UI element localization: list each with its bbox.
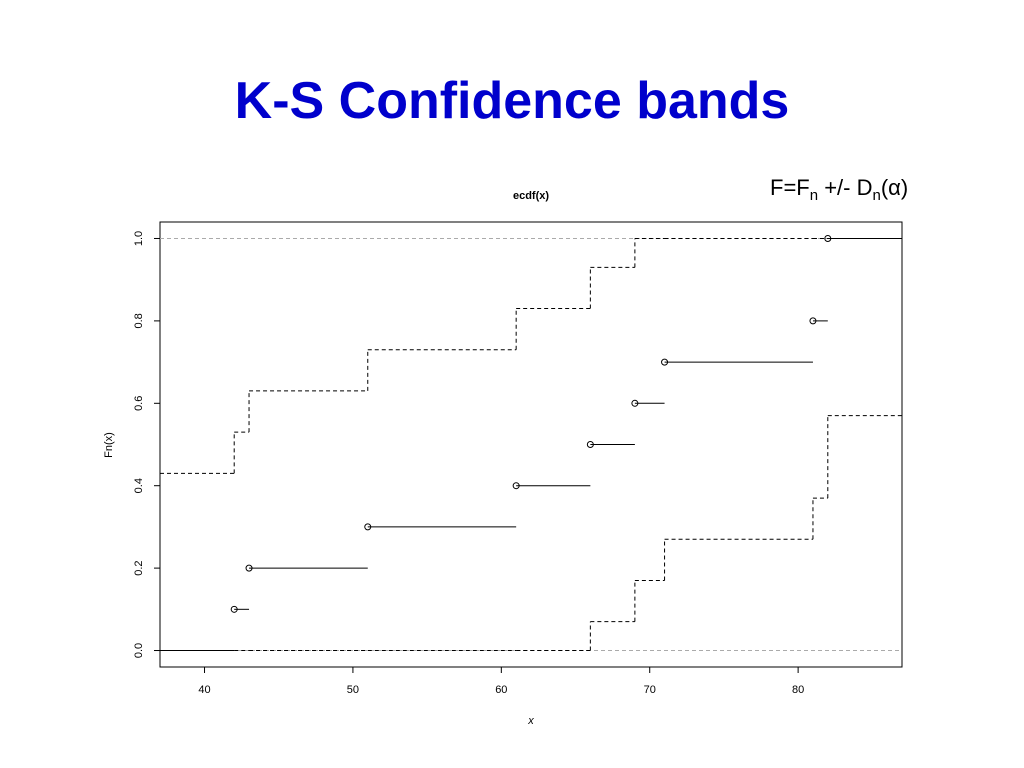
annotation-text: (α) [881,175,908,200]
y-tick-label: 0.0 [133,643,145,658]
x-tick-label: 50 [347,684,359,696]
slide-title: K-S Confidence bands [235,72,790,130]
ecdf-point [364,523,372,531]
x-tick-label: 40 [198,684,210,696]
ecdf-point [512,482,520,490]
y-axis-label: Fn(x) [103,432,115,458]
annotation-subscript: n [810,187,818,204]
plot-frame [159,221,903,668]
y-tick-label: 1.0 [133,231,145,246]
y-tick-label: 0.6 [133,396,145,411]
x-axis-label: x [527,715,534,727]
y-tick-label: 0.4 [133,478,145,493]
y-tick-label: 0.8 [133,313,145,328]
ecdf-point [661,358,669,366]
annotation-text: F=F [770,175,810,200]
ecdf-point [809,317,817,325]
ecdf-point [230,605,238,613]
x-tick-label: 60 [495,684,507,696]
ecdf-point [631,399,639,407]
y-tick-label: 0.2 [133,560,145,575]
ecdf-point [824,234,832,242]
x-tick-label: 80 [792,684,804,696]
ecdf-point [245,564,253,572]
chart-title: ecdf(x) [513,190,549,202]
x-tick-label: 70 [644,684,656,696]
annotation-subscript: n [872,187,880,204]
annotation-text: +/- D [818,175,872,200]
annotation: F=Fn +/- Dn(α) [770,175,908,204]
ecdf-point [586,441,594,448]
